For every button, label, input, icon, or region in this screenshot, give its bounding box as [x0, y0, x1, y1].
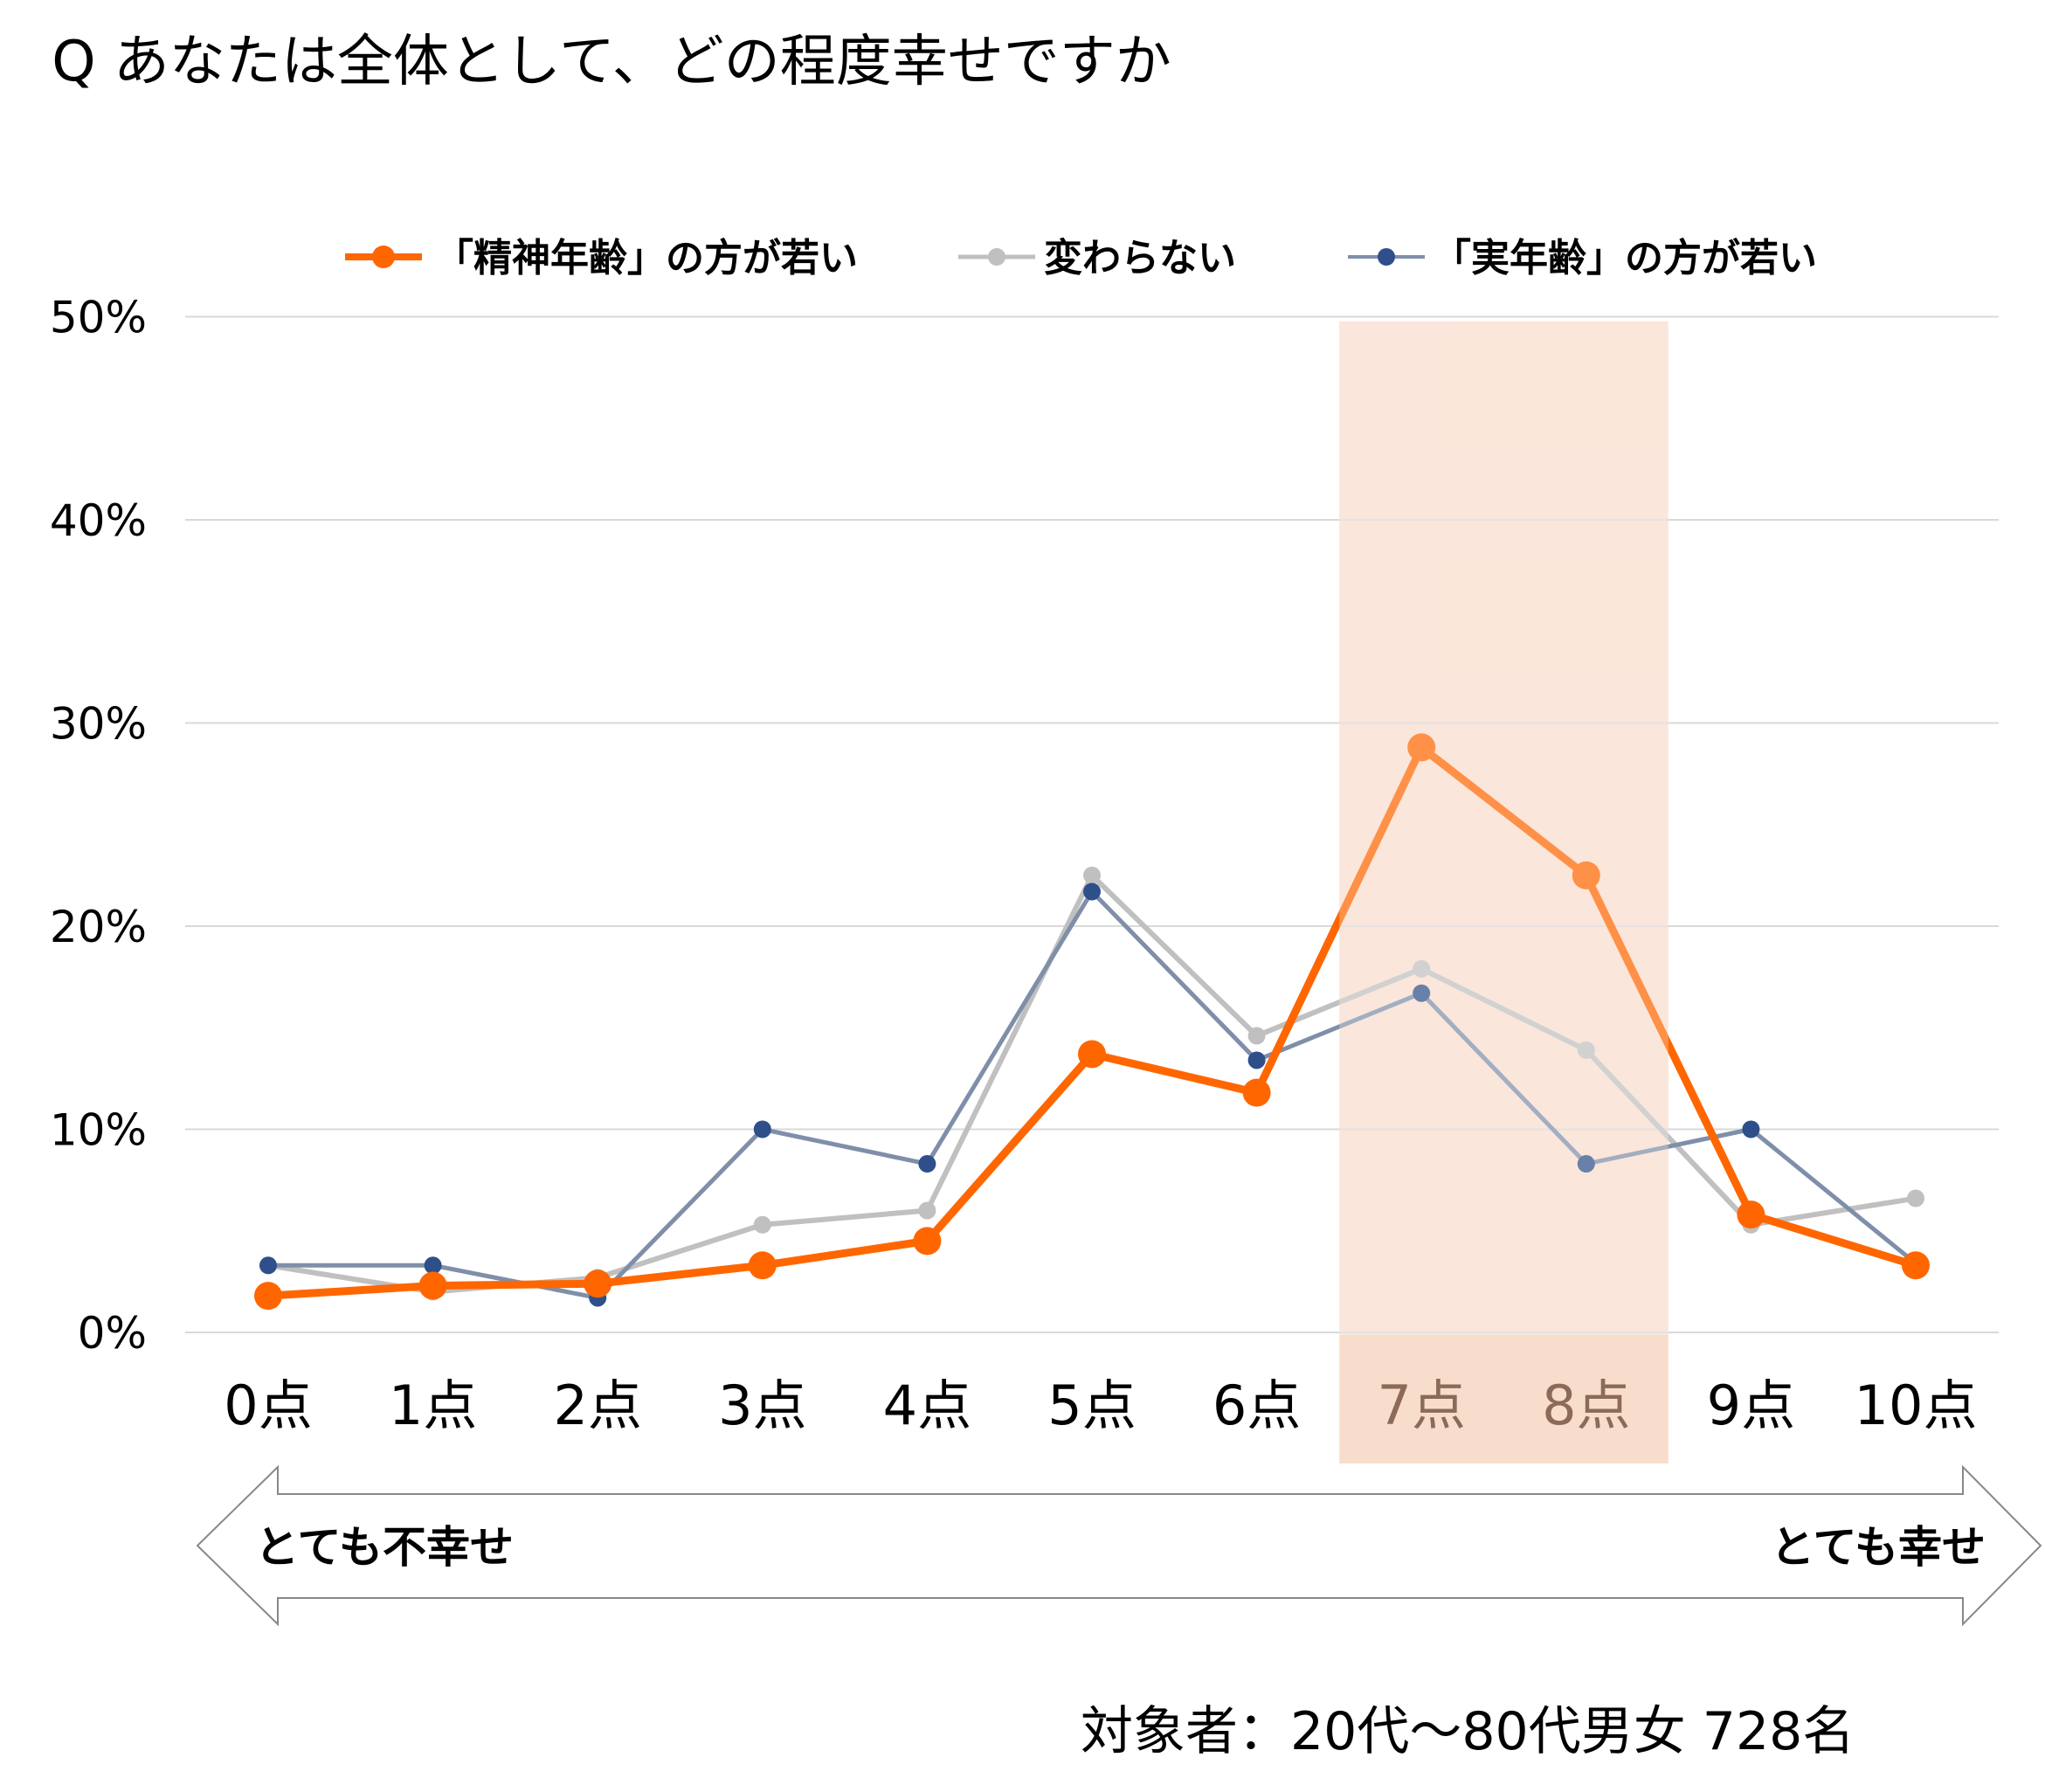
x-tick-label: 0点	[224, 1373, 312, 1437]
y-tick-label: 30%	[50, 699, 147, 750]
series-2	[259, 882, 1924, 1307]
scale-arrow: とても不幸せ とても幸せ	[196, 1464, 2042, 1627]
data-point	[1407, 733, 1436, 762]
data-point	[1907, 1189, 1924, 1207]
x-tick-label: 1点	[389, 1373, 477, 1437]
data-point	[259, 1256, 277, 1275]
series-1	[259, 866, 1924, 1301]
highlight-band	[1339, 322, 1668, 1463]
data-point	[1083, 882, 1101, 901]
data-point	[418, 1271, 447, 1300]
data-point	[584, 1270, 612, 1298]
series-line	[267, 743, 1917, 1300]
x-tick-label: 7点	[1377, 1373, 1465, 1437]
data-point	[254, 1282, 282, 1311]
legend-marker	[1378, 248, 1395, 266]
data-point	[918, 1201, 936, 1220]
data-point	[1572, 861, 1600, 889]
grid	[185, 315, 1999, 1333]
legend-marker	[372, 246, 395, 268]
x-axis: 0点 1点 2点 3点 4点 5点 6点 7点 8点 9点 10点	[224, 1373, 1977, 1437]
legend-label: 「精神年齢」の方が若い	[435, 236, 858, 280]
chart-title: Q あなたは全体として、どの程度幸せですか	[52, 30, 1171, 94]
x-tick-label: 10点	[1855, 1373, 1978, 1437]
data-point	[753, 1120, 771, 1138]
double-arrow-icon	[196, 1464, 2042, 1627]
y-tick-label: 50%	[50, 293, 147, 343]
x-tick-label: 5点	[1047, 1373, 1136, 1437]
series-line	[268, 889, 1917, 1300]
series-layer	[254, 322, 1930, 1335]
y-axis: 0% 10% 20% 30% 40% 50%	[50, 293, 147, 1360]
data-point	[1413, 984, 1431, 1002]
highlight-overlay	[1339, 322, 1668, 1335]
x-tick-label: 6点	[1212, 1373, 1301, 1437]
data-point	[1413, 959, 1431, 978]
series-line	[267, 872, 1917, 1295]
data-point	[918, 1155, 936, 1173]
data-point	[1078, 1040, 1106, 1069]
data-point	[748, 1251, 777, 1280]
data-point	[424, 1256, 442, 1275]
data-point	[753, 1215, 771, 1234]
y-tick-label: 40%	[50, 495, 147, 546]
data-point	[1902, 1251, 1930, 1280]
data-point	[1247, 1051, 1266, 1069]
x-tick-label: 9点	[1707, 1373, 1795, 1437]
x-tick-label: 2点	[553, 1373, 641, 1437]
data-point	[913, 1227, 942, 1256]
y-tick-label: 10%	[50, 1105, 147, 1156]
legend-marker	[988, 248, 1005, 266]
legend: 「精神年齢」の方が若い 変わらない 「実年齢」の方が若い	[345, 236, 1817, 280]
series-0	[254, 733, 1930, 1311]
data-point	[1577, 1041, 1595, 1059]
data-point	[1247, 1027, 1266, 1045]
x-tick-label: 4点	[883, 1373, 971, 1437]
legend-label: 「実年齢」の方が若い	[1433, 236, 1817, 280]
y-tick-label: 0%	[78, 1308, 147, 1359]
data-point	[1577, 1155, 1595, 1173]
y-tick-label: 20%	[50, 902, 147, 952]
x-tick-label: 8点	[1542, 1373, 1630, 1437]
data-point	[1083, 866, 1101, 884]
sample-note: 対象者：20代～80代男女 728名	[1081, 1701, 1855, 1762]
legend-label: 変わらない	[1044, 236, 1236, 280]
data-point	[1737, 1200, 1765, 1229]
scale-left-label: とても不幸せ	[255, 1522, 514, 1573]
scale-right-label: とても幸せ	[1771, 1522, 1986, 1573]
data-point	[1242, 1078, 1271, 1107]
data-point	[1742, 1120, 1760, 1138]
x-tick-label: 3点	[718, 1373, 806, 1437]
